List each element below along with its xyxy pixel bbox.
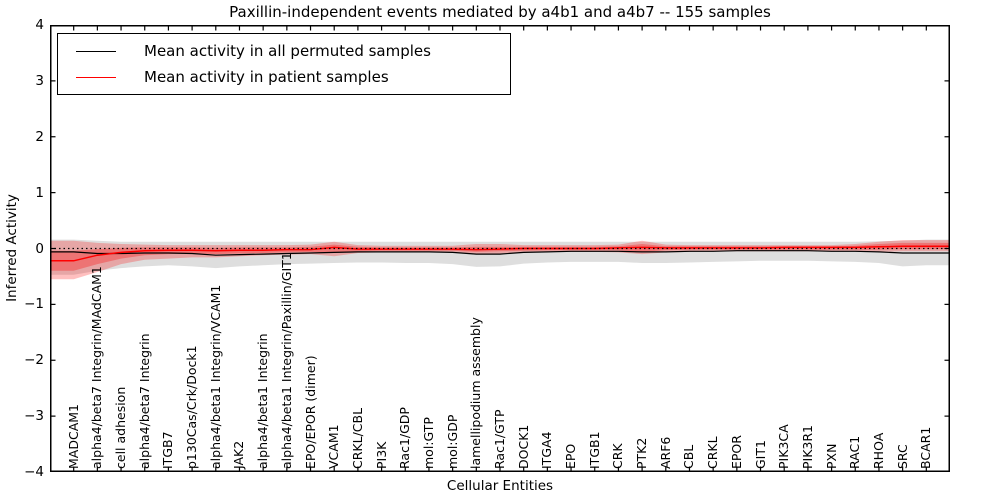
x-tick-label: alpha4/beta1 Integrin xyxy=(255,333,271,469)
x-tick-label: alpha4/beta1 Integrin/VCAM1 xyxy=(207,284,223,469)
x-tick-label: VCAM1 xyxy=(326,424,342,469)
x-tick-label: alpha4/beta7 Integrin xyxy=(136,333,152,469)
x-tick-label: alpha4/beta7 Integrin/MAdCAM1 xyxy=(89,266,105,469)
y-tick-label: 4 xyxy=(35,17,44,33)
x-tick-label: RHOA xyxy=(870,432,886,469)
x-tick-label: RAC1 xyxy=(847,435,863,469)
y-tick-label: 1 xyxy=(35,184,44,201)
legend-label-permuted: Mean activity in all permuted samples xyxy=(144,42,431,60)
x-tick-label: CRKL/CBL xyxy=(349,407,365,469)
x-tick-label: GIT1 xyxy=(752,440,768,469)
x-tick-label: p130Cas/Crk/Dock1 xyxy=(184,345,200,469)
x-tick-label: Rac1/GDP xyxy=(397,407,413,469)
x-tick-label: PIK3R1 xyxy=(799,424,815,469)
legend-label-patient: Mean activity in patient samples xyxy=(144,68,389,86)
x-tick-label: cell adhesion xyxy=(113,386,129,469)
x-tick-label: PTK2 xyxy=(634,437,650,469)
x-tick-label: ITGB1 xyxy=(586,431,602,469)
x-tick-label: CBL xyxy=(681,444,697,469)
chart-title: Paxillin-independent events mediated by … xyxy=(229,3,771,21)
y-tick-label: 2 xyxy=(35,128,44,145)
legend-line-black xyxy=(76,50,116,52)
x-tick-label: DOCK1 xyxy=(515,424,531,469)
x-tick-label: alpha4/beta1 Integrin/Paxillin/GIT1 xyxy=(278,252,294,469)
legend-entry-permuted: Mean activity in all permuted samples xyxy=(58,39,510,63)
x-tick-label: EPO xyxy=(563,443,579,469)
y-tick-label: −1 xyxy=(24,296,44,313)
y-tick-label: 0 xyxy=(35,240,44,257)
y-axis-label: Inferred Activity xyxy=(4,194,20,302)
x-tick-label: MADCAM1 xyxy=(65,404,81,469)
legend-entry-patient: Mean activity in patient samples xyxy=(58,65,510,89)
x-tick-label: mol:GDP xyxy=(444,414,460,469)
x-tick-label: Rac1/GTP xyxy=(492,409,507,469)
legend: Mean activity in all permuted samples Me… xyxy=(57,33,511,95)
x-tick-label: SRC xyxy=(894,444,910,469)
x-tick-label: mol:GTP xyxy=(420,417,436,469)
y-tick-label: 3 xyxy=(35,72,44,89)
x-tick-label: PI3K xyxy=(373,441,389,469)
x-tick-label: BCAR1 xyxy=(918,426,934,469)
x-tick-label: ITGB7 xyxy=(160,431,176,469)
y-tick-label: −3 xyxy=(24,408,44,425)
x-tick-label: EPO/EPOR (dimer) xyxy=(302,355,318,469)
x-tick-label: ITGA4 xyxy=(539,431,555,469)
permuted-mean-line xyxy=(50,250,950,256)
x-tick-label: PXN xyxy=(823,443,839,469)
y-tick-label: −4 xyxy=(24,464,44,480)
x-tick-label: CRK xyxy=(610,443,626,469)
x-tick-label: PIK3CA xyxy=(776,424,792,469)
chart-canvas xyxy=(50,25,950,472)
x-tick-label: JAK2 xyxy=(231,440,247,469)
y-tick-label: −2 xyxy=(24,352,44,369)
x-axis-label: Cellular Entities xyxy=(446,478,554,494)
x-tick-label: CRKL xyxy=(705,436,721,469)
x-tick-label: EPOR xyxy=(728,435,744,469)
x-tick-label: ARF6 xyxy=(657,436,673,469)
x-tick-label: lamellipodium assembly xyxy=(468,317,484,469)
legend-line-red xyxy=(76,76,116,78)
axes-frame xyxy=(50,25,950,472)
